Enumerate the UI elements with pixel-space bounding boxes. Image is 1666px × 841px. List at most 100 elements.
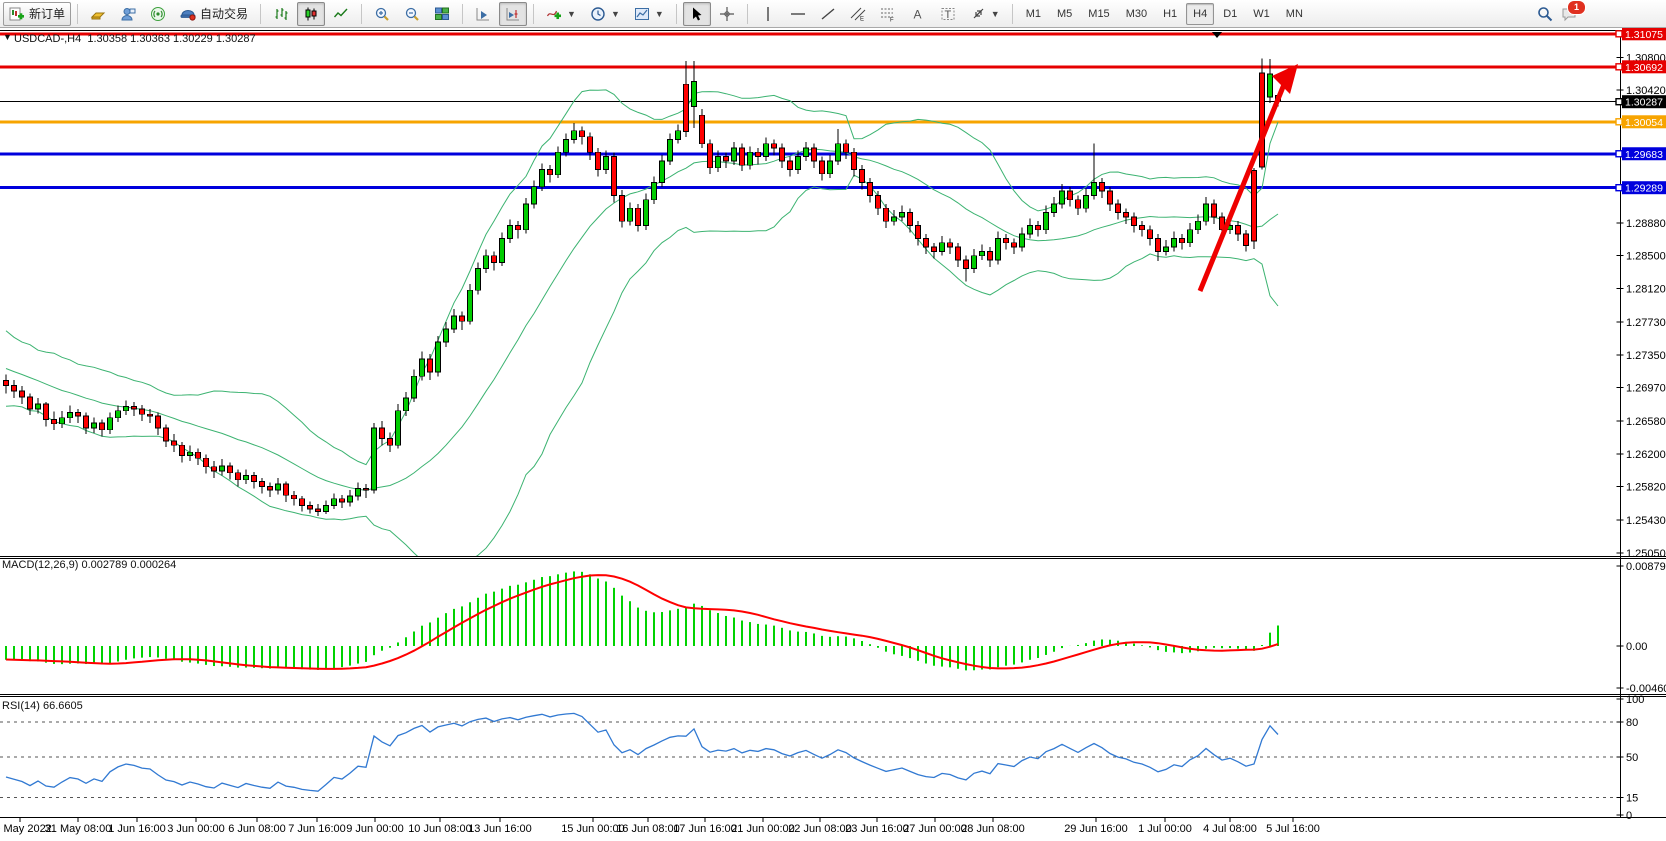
toolbar: 新订单 自动交易 bbox=[0, 0, 1666, 28]
bar-chart-button[interactable] bbox=[267, 2, 295, 26]
channel-button[interactable]: E bbox=[844, 2, 872, 26]
crosshair-button[interactable] bbox=[713, 2, 741, 26]
svg-text:28 Jun 08:00: 28 Jun 08:00 bbox=[961, 823, 1025, 835]
fibonacci-icon: F bbox=[880, 8, 894, 22]
zoom-out-button[interactable] bbox=[398, 2, 426, 26]
indicators-button[interactable]: ▼ bbox=[540, 2, 582, 26]
template-icon bbox=[634, 7, 649, 20]
svg-text:31 May 08:00: 31 May 08:00 bbox=[45, 823, 112, 835]
svg-text:50: 50 bbox=[1626, 752, 1638, 764]
separator bbox=[361, 3, 363, 24]
arrows-button[interactable]: ▼ bbox=[964, 2, 1006, 26]
separator bbox=[746, 3, 748, 24]
auto-scroll-button[interactable] bbox=[469, 2, 497, 26]
svg-text:27 Jun 00:00: 27 Jun 00:00 bbox=[903, 823, 967, 835]
timeframe-button-m1[interactable]: M1 bbox=[1025, 7, 1041, 20]
macd-indicator-label: MACD(12,26,9) 0.002789 0.000264 bbox=[2, 559, 177, 571]
svg-text:23 Jun 16:00: 23 Jun 16:00 bbox=[845, 823, 909, 835]
svg-text:22 Jun 08:00: 22 Jun 08:00 bbox=[788, 823, 852, 835]
signal-icon bbox=[151, 6, 166, 21]
candlestick-chart-button[interactable] bbox=[297, 1, 326, 26]
svg-text:1.26580: 1.26580 bbox=[1626, 416, 1666, 428]
timeframe-button-m30[interactable]: M30 bbox=[1125, 7, 1148, 20]
text-label-icon: T bbox=[941, 7, 955, 21]
accounts-button[interactable] bbox=[114, 2, 142, 26]
timeframe-button-d1[interactable]: D1 bbox=[1223, 7, 1238, 20]
trendline-icon bbox=[821, 7, 835, 20]
equidistant-channel-icon: E bbox=[850, 7, 866, 22]
bar-chart-icon bbox=[275, 7, 288, 20]
indicators-icon bbox=[546, 10, 562, 19]
svg-text:16 Jun 08:00: 16 Jun 08:00 bbox=[616, 823, 680, 835]
gold-icon bbox=[90, 12, 106, 19]
horizontal-line-icon bbox=[790, 12, 805, 15]
svg-text:9 Jun 00:00: 9 Jun 00:00 bbox=[346, 823, 404, 835]
chevron-down-icon: ▼ bbox=[610, 8, 620, 19]
chart-area[interactable]: 1.308001.304201.300401.296601.292801.288… bbox=[0, 27, 1666, 836]
notifications-button[interactable]: 1 bbox=[1561, 0, 1586, 23]
vertical-line-icon bbox=[767, 6, 769, 21]
auto-scroll-icon bbox=[476, 7, 490, 20]
separator bbox=[260, 3, 262, 24]
svg-text:15 Jun 00:00: 15 Jun 00:00 bbox=[561, 823, 625, 835]
toolbar-right-cluster: 1 bbox=[1537, 0, 1586, 23]
svg-text:29 Jun 16:00: 29 Jun 16:00 bbox=[1064, 823, 1128, 835]
crosshair-icon bbox=[719, 6, 734, 21]
text-button[interactable]: A bbox=[904, 2, 932, 26]
horizontal-line-button[interactable] bbox=[784, 2, 812, 26]
search-icon[interactable] bbox=[1537, 6, 1553, 22]
zoom-in-icon bbox=[375, 7, 389, 21]
svg-text:80: 80 bbox=[1626, 717, 1638, 729]
signal-button[interactable] bbox=[144, 2, 172, 26]
timeframe-button-mn[interactable]: MN bbox=[1285, 7, 1303, 20]
trendline-button[interactable] bbox=[814, 2, 842, 26]
new-order-button[interactable]: 新订单 bbox=[3, 1, 72, 26]
svg-text:A: A bbox=[913, 7, 921, 21]
timeframe-button-w1[interactable]: W1 bbox=[1253, 7, 1270, 20]
separator bbox=[1011, 3, 1013, 24]
timeframe-button-m5[interactable]: M5 bbox=[1057, 7, 1073, 20]
svg-text:21 Jun 00:00: 21 Jun 00:00 bbox=[731, 823, 795, 835]
svg-text:100: 100 bbox=[1626, 694, 1644, 706]
svg-text:1.27350: 1.27350 bbox=[1626, 350, 1666, 362]
svg-text:0.008791: 0.008791 bbox=[1626, 561, 1666, 573]
timeframe-bar: M1 M5 M15 M30 H1 H4 D1 W1 MN bbox=[1019, 2, 1310, 25]
svg-text:1.27730: 1.27730 bbox=[1626, 317, 1666, 329]
cursor-icon bbox=[692, 7, 702, 20]
svg-text:F: F bbox=[890, 17, 894, 22]
svg-text:1.29289: 1.29289 bbox=[1625, 183, 1663, 195]
svg-text:1.26200: 1.26200 bbox=[1626, 449, 1666, 461]
line-chart-button[interactable] bbox=[327, 2, 355, 26]
svg-text:3 Jun 00:00: 3 Jun 00:00 bbox=[167, 823, 225, 835]
svg-text:1 Jul 00:00: 1 Jul 00:00 bbox=[1138, 823, 1192, 835]
tile-windows-button[interactable] bbox=[428, 2, 456, 26]
svg-text:1.29683: 1.29683 bbox=[1625, 149, 1663, 161]
new-order-icon bbox=[9, 7, 24, 20]
fibonacci-button[interactable]: F bbox=[874, 2, 902, 26]
periods-button[interactable]: ▼ bbox=[584, 2, 626, 26]
svg-text:1.28880: 1.28880 bbox=[1626, 218, 1666, 230]
price-chart-svg[interactable]: 1.308001.304201.300401.296601.292801.288… bbox=[0, 27, 1666, 836]
vertical-line-button[interactable] bbox=[754, 2, 782, 26]
svg-text:7 Jun 16:00: 7 Jun 16:00 bbox=[288, 823, 346, 835]
autotrading-button[interactable]: 自动交易 bbox=[174, 2, 254, 26]
svg-text:1.25430: 1.25430 bbox=[1626, 515, 1666, 527]
symbol-dropdown-icon[interactable]: ▼ bbox=[3, 32, 12, 42]
ohlc-values: 1.30358 1.30363 1.30229 1.30287 bbox=[87, 33, 256, 45]
chart-shift-icon bbox=[506, 7, 520, 20]
rsi-indicator-label: RSI(14) 66.6605 bbox=[2, 700, 83, 712]
text-label-button[interactable]: T bbox=[934, 2, 962, 26]
market-watch-button[interactable] bbox=[84, 2, 112, 26]
timeframe-button-h1[interactable]: H1 bbox=[1163, 7, 1178, 20]
autotrading-label: 自动交易 bbox=[200, 7, 249, 21]
svg-text:1.25050: 1.25050 bbox=[1626, 548, 1666, 560]
timeframe-button-h4[interactable]: H4 bbox=[1186, 2, 1215, 25]
templates-button[interactable]: ▼ bbox=[628, 2, 670, 26]
svg-text:10 Jun 08:00: 10 Jun 08:00 bbox=[408, 823, 472, 835]
cursor-button[interactable] bbox=[682, 1, 711, 26]
svg-text:5 Jul 16:00: 5 Jul 16:00 bbox=[1266, 823, 1320, 835]
tile-windows-icon bbox=[435, 7, 450, 20]
chart-shift-button[interactable] bbox=[499, 1, 528, 26]
timeframe-button-m15[interactable]: M15 bbox=[1088, 7, 1110, 20]
zoom-in-button[interactable] bbox=[368, 2, 396, 26]
